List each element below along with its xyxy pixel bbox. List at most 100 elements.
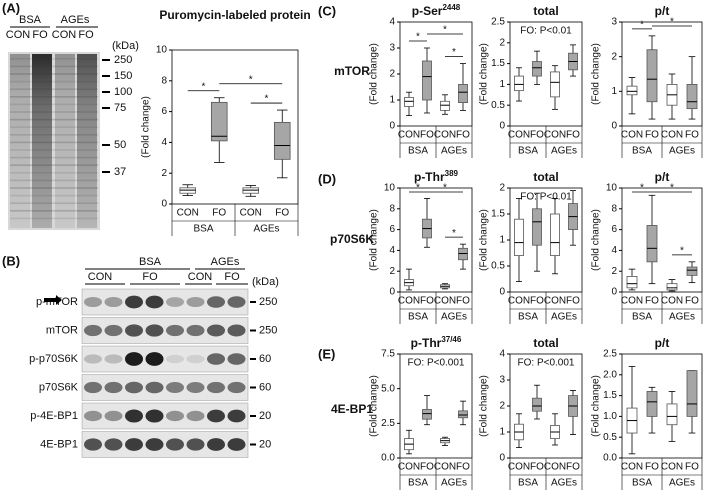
blot-band: [104, 381, 123, 394]
arrow: [44, 295, 62, 305]
x-tick-label: FO: [530, 296, 544, 307]
blot-lane: [55, 54, 75, 228]
blot-band: [10, 65, 98, 68]
x-tick-label: FO: [420, 462, 434, 473]
x-tick-label: CON: [661, 296, 683, 307]
y-tick-label: 2: [611, 266, 617, 277]
y-tick-label: 10: [384, 183, 396, 194]
blot-band: [125, 352, 143, 366]
y-axis-label: (Fold change): [369, 209, 380, 271]
significance-label: *: [640, 20, 644, 31]
group-label: BSA: [518, 312, 538, 323]
y-axis-label: (Fold change): [369, 43, 380, 105]
blot-band: [166, 354, 184, 364]
panel-label: (C): [318, 3, 336, 18]
chart-title: total: [533, 170, 558, 184]
blot-band: [10, 141, 98, 144]
group-label: BSA: [518, 478, 538, 489]
group-label: AGEs: [551, 312, 577, 323]
y-tick-label: 0: [499, 453, 505, 464]
group-label: BSA: [408, 312, 428, 323]
y-tick-label: 1.5: [491, 58, 505, 69]
group-label: AGEs: [669, 478, 695, 489]
box: [666, 283, 678, 291]
chart-title: p/t: [655, 170, 670, 184]
blot-band: [186, 382, 205, 393]
significance-label: *: [452, 47, 456, 58]
blot-band: [186, 410, 205, 422]
blot-band: [10, 194, 98, 197]
lane-label: CON: [6, 29, 31, 41]
blot-row-label: mTOR: [46, 324, 78, 336]
box: [550, 213, 560, 256]
y-tick-label: 0.5: [603, 432, 617, 443]
box: [646, 391, 658, 417]
significance-label: *: [443, 183, 447, 194]
box: [626, 275, 638, 289]
blot-band: [186, 354, 205, 364]
box: [646, 225, 658, 263]
significance-label: *: [640, 183, 644, 194]
title-text: total: [533, 336, 558, 350]
box: [273, 121, 291, 160]
blot-band: [145, 409, 164, 423]
box: [666, 403, 678, 426]
blot-band: [207, 381, 225, 394]
y-axis-label: (Fold change): [369, 375, 380, 437]
title-text: p/t: [655, 336, 670, 350]
y-tick-label: 10: [606, 183, 618, 194]
x-tick-label: FO: [456, 462, 470, 473]
group-label: BSA: [139, 256, 162, 268]
x-tick-label: CON: [240, 208, 262, 219]
y-tick-label: 2.5: [603, 349, 617, 360]
y-tick-label: 0: [611, 287, 617, 298]
blot-band: [145, 352, 164, 366]
significance-label: *: [202, 81, 206, 92]
blot-band: [10, 111, 98, 113]
group-label: AGEs: [441, 478, 467, 489]
blot-band: [145, 381, 164, 394]
blot-band: [227, 409, 246, 423]
marker-label: 20: [259, 438, 271, 450]
title-text: p-Ser: [412, 4, 443, 18]
blot-band: [186, 438, 205, 451]
significance-label: *: [680, 245, 684, 256]
significance-label: *: [416, 32, 420, 43]
blot-lane: [77, 54, 97, 228]
marker-label: 50: [114, 139, 126, 151]
annotation: FO: P<0.01: [520, 26, 572, 37]
y-tick-label: 0.0: [381, 453, 395, 464]
group-label: AGEs: [441, 312, 467, 323]
y-tick-label: 3: [499, 375, 505, 386]
marker-label: 37: [114, 166, 126, 178]
blot-band: [125, 409, 143, 423]
title-text: total: [533, 170, 558, 184]
y-axis-label: (Fold change): [479, 209, 490, 271]
blot-band: [104, 354, 123, 364]
group-label: BSA: [408, 146, 428, 157]
panel-label: (D): [318, 171, 336, 186]
x-tick-label: FO: [456, 130, 470, 141]
plot-frame: [509, 21, 583, 127]
marker-label: 60: [259, 353, 271, 365]
blot-band: [104, 324, 123, 337]
x-tick-label: FO: [212, 208, 226, 219]
group-label: AGEs: [61, 14, 90, 26]
box: [532, 208, 542, 246]
blot-band: [227, 381, 246, 394]
annotation: FO: P<0.001: [408, 358, 465, 369]
y-tick-label: 2: [499, 37, 505, 48]
row-label: p70S6K: [330, 232, 374, 246]
x-tick-label: CON: [434, 296, 456, 307]
significance-label: *: [265, 94, 269, 105]
significance-label: *: [670, 17, 674, 28]
x-tick-label: CON: [177, 208, 199, 219]
y-tick-label: 0: [499, 287, 505, 298]
lane-label: FO: [224, 271, 240, 283]
blot-band: [166, 324, 184, 337]
x-tick-label: FO: [530, 462, 544, 473]
box: [458, 410, 468, 419]
blot-band: [125, 324, 143, 337]
y-tick-label: 4: [389, 245, 395, 256]
